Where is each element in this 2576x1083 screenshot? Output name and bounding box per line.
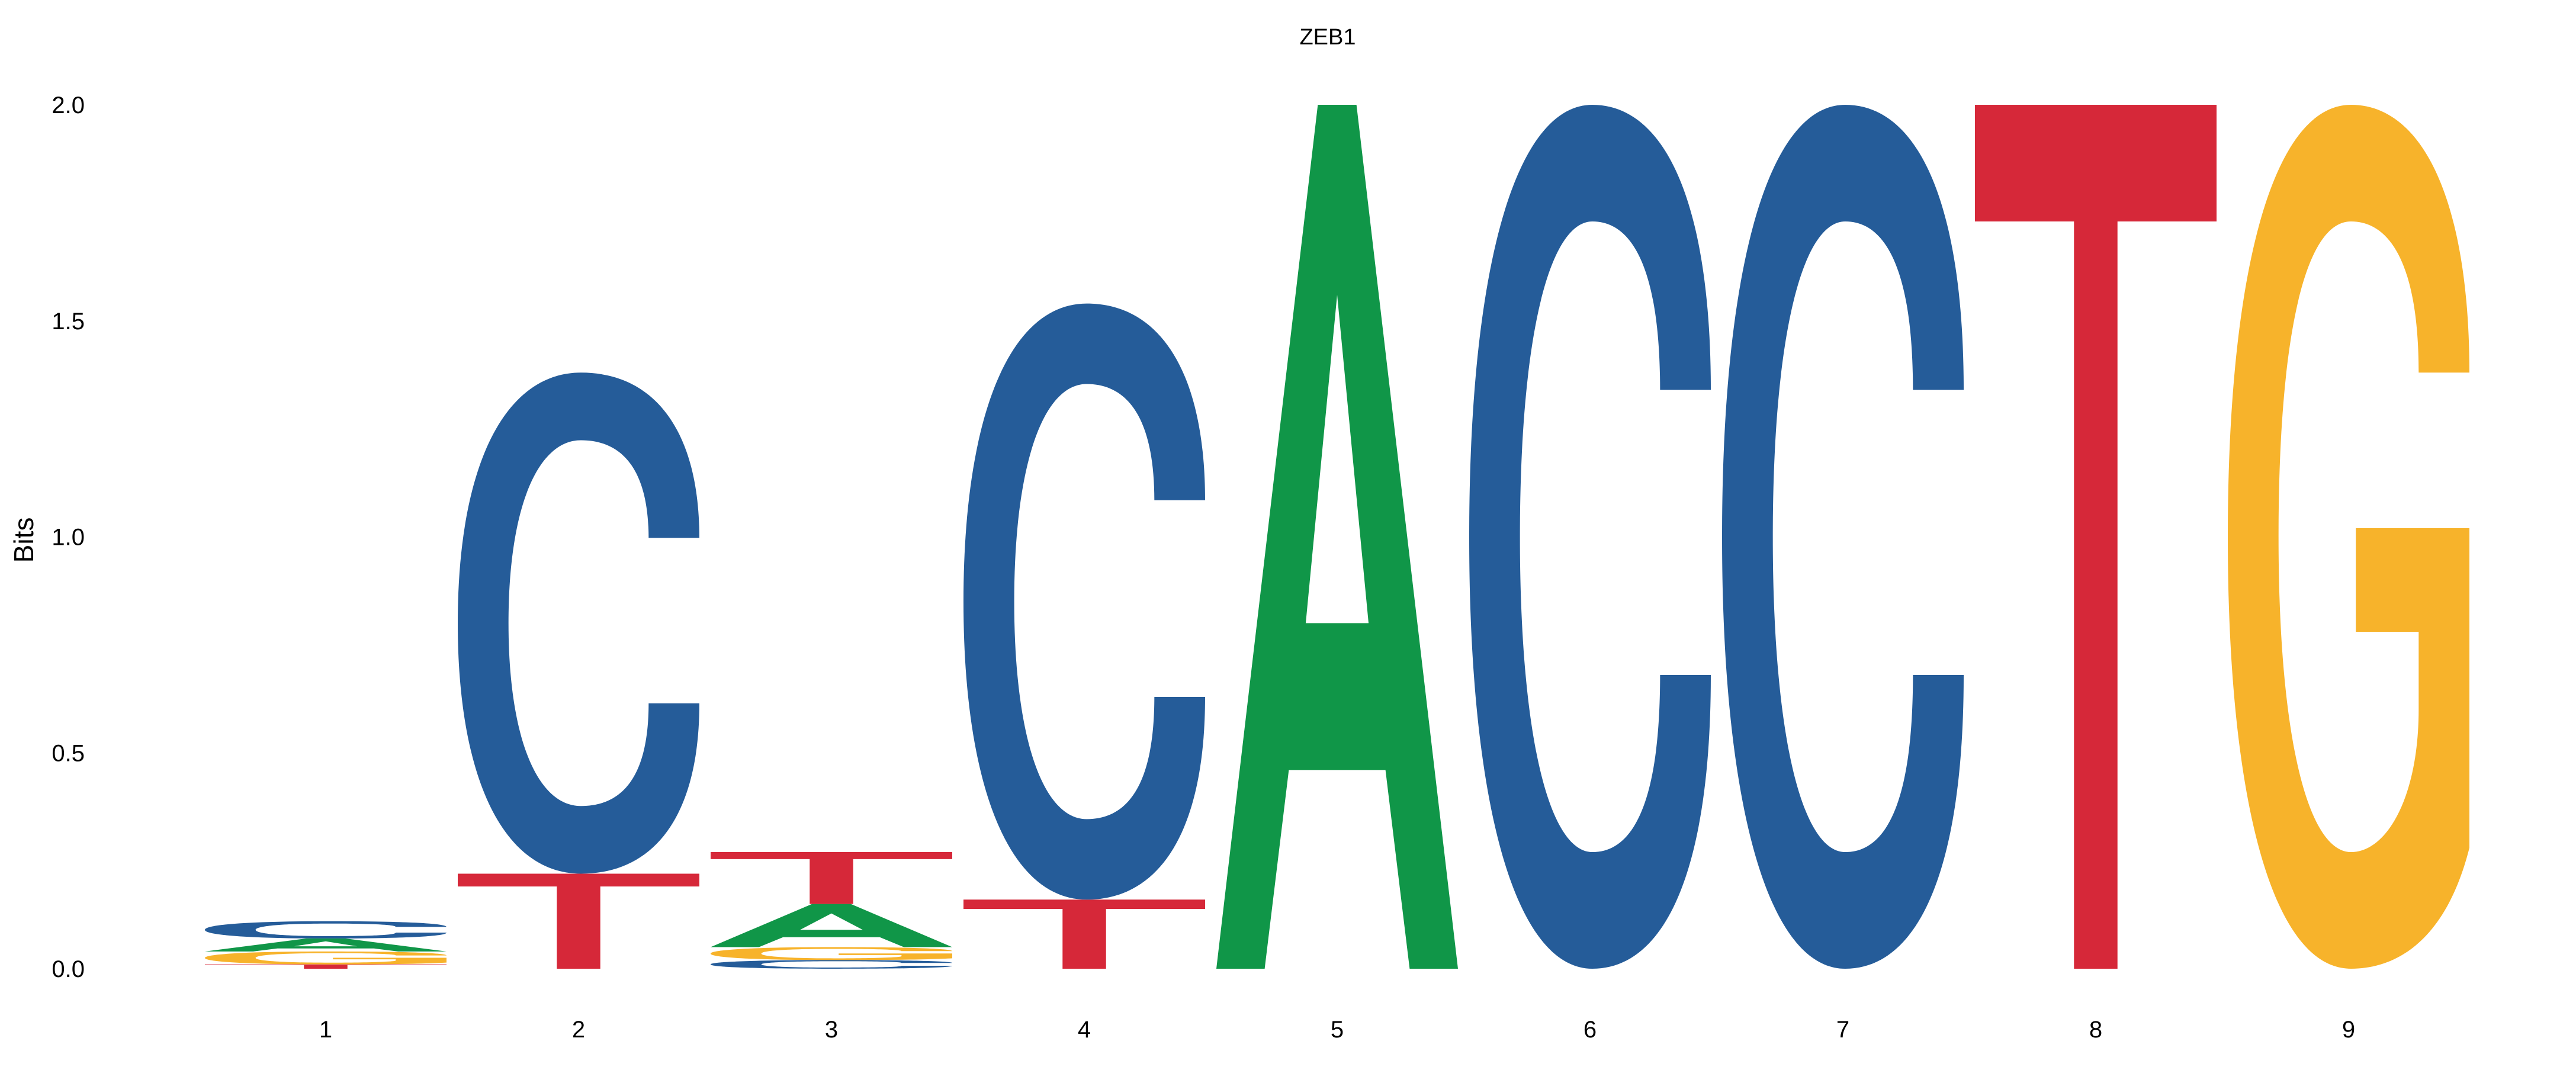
logo-letter-G [711,947,952,960]
x-tick-label: 7 [1836,1017,1849,1043]
y-tick-label: 0.0 [52,956,85,982]
logo-letter-C [963,303,1205,900]
position-stack [1975,105,2217,969]
logo-letter-C [711,960,952,969]
logo-letter-T [205,964,447,969]
logo-letter-G [2228,105,2469,969]
logo-letter-T [963,899,1205,969]
x-axis-ticks: 1 2 3 4 5 6 7 8 9 [319,1017,2355,1043]
x-tick-label: 2 [572,1017,585,1043]
logo-letter-A [1216,105,1458,969]
x-tick-label: 5 [1331,1017,1344,1043]
logo-stacks [205,105,2469,969]
logo-letter-A [205,938,447,952]
y-axis-label: Bits [8,518,39,563]
x-tick-label: 4 [1078,1017,1091,1043]
logo-letter-G [205,951,447,965]
position-stack [711,852,952,969]
position-stack [2228,105,2469,969]
logo-letter-C [1722,105,1964,969]
y-tick-label: 1.0 [52,525,85,551]
logo-letter-T [458,873,699,969]
logo-letter-C [1469,105,1711,969]
logo-letter-C [205,921,447,939]
x-tick-label: 9 [2342,1017,2355,1043]
position-stack [1722,105,1964,969]
x-tick-label: 8 [2089,1017,2102,1043]
position-stack [1216,105,1458,969]
y-tick-label: 0.5 [52,740,85,766]
position-stack [205,921,447,969]
x-tick-label: 6 [1583,1017,1597,1043]
logo-letter-A [711,904,952,947]
logo-letter-T [711,852,952,904]
x-tick-label: 1 [319,1017,332,1043]
y-tick-label: 1.5 [52,308,85,335]
position-stack [1469,105,1711,969]
chart-title: ZEB1 [1299,25,1356,50]
y-axis-ticks: 0.0 0.5 1.0 1.5 2.0 [52,92,85,982]
position-stack [458,372,699,969]
logo-letter-C [458,372,699,874]
y-tick-label: 2.0 [52,92,85,118]
x-tick-label: 3 [825,1017,838,1043]
position-stack [963,303,1205,969]
logo-letter-T [1975,105,2217,969]
